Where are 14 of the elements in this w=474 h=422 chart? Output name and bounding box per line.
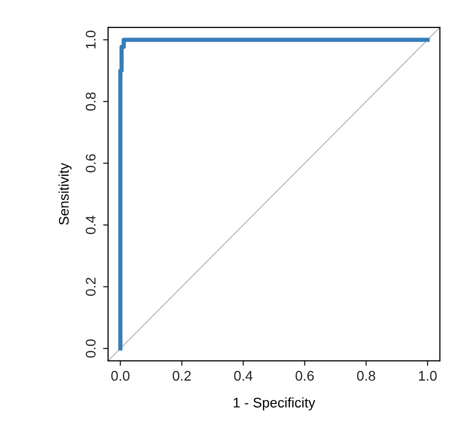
x-tick-label: 0.2 — [172, 370, 191, 381]
y-tick-label: 0.2 — [86, 278, 96, 296]
x-tick-label: 0.4 — [234, 370, 252, 381]
y-tick-label: 0.8 — [86, 92, 96, 111]
x-tick-label: 0.6 — [296, 370, 314, 381]
x-tick-label: 0.0 — [111, 370, 130, 381]
x-axis-title: 1 - Specificity — [234, 397, 316, 410]
x-tick-label: 0.8 — [357, 370, 376, 381]
y-axis-title: Sensitivity — [58, 162, 72, 225]
y-tick-label: 0.4 — [86, 216, 96, 234]
x-tick-label: 1.0 — [418, 370, 437, 381]
y-tick-label: 1.0 — [86, 30, 96, 48]
y-tick-label: 0.0 — [86, 339, 96, 358]
y-tick-label: 0.6 — [86, 154, 96, 172]
